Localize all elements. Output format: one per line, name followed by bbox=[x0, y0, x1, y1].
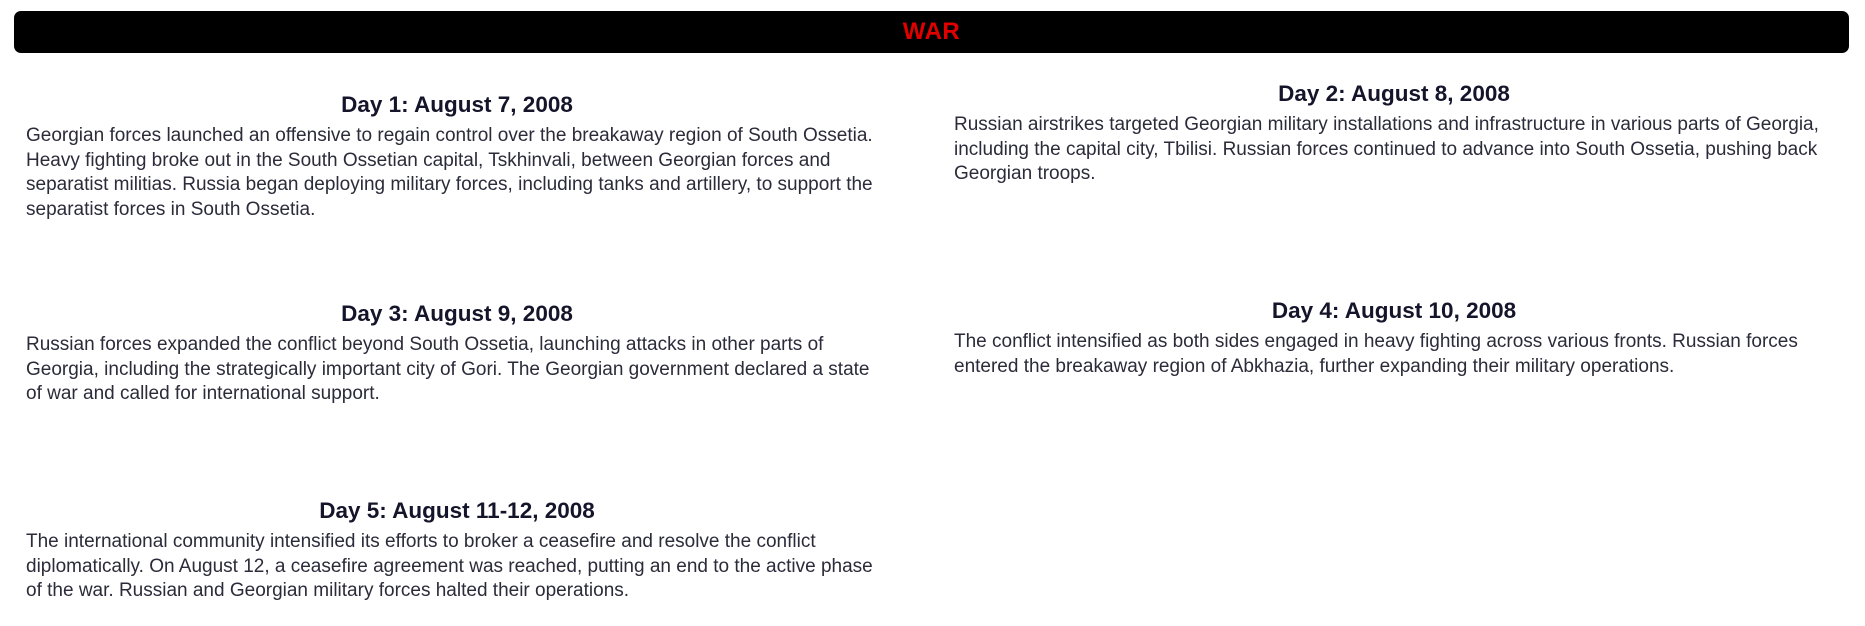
day-title: Day 2: August 8, 2008 bbox=[1278, 81, 1510, 106]
day-description: The conflict intensified as both sides e… bbox=[954, 331, 1798, 377]
day-title: Day 3: August 9, 2008 bbox=[341, 301, 573, 326]
day-title: Day 5: August 11-12, 2008 bbox=[319, 498, 595, 523]
banner-title: WAR bbox=[902, 18, 961, 45]
day-card-3: Day 3: August 9, 2008 Russian forces exp… bbox=[26, 299, 888, 407]
day-card-5: Day 5: August 11-12, 2008 The internatio… bbox=[26, 496, 888, 604]
day-description: Russian airstrikes targeted Georgian mil… bbox=[954, 114, 1819, 184]
day-card-1: Day 1: August 7, 2008 Georgian forces la… bbox=[26, 90, 888, 222]
day-title: Day 4: August 10, 2008 bbox=[1271, 298, 1517, 323]
war-banner: WAR bbox=[14, 11, 1849, 53]
day-card-2: Day 2: August 8, 2008 Russian airstrikes… bbox=[954, 79, 1834, 187]
day-description: Russian forces expanded the conflict bey… bbox=[26, 334, 870, 404]
day-description: Georgian forces launched an offensive to… bbox=[26, 125, 873, 220]
day-card-4: Day 4: August 10, 2008 The conflict inte… bbox=[954, 296, 1834, 379]
day-description: The international community intensified … bbox=[26, 531, 873, 601]
day-title: Day 1: August 7, 2008 bbox=[341, 92, 573, 117]
